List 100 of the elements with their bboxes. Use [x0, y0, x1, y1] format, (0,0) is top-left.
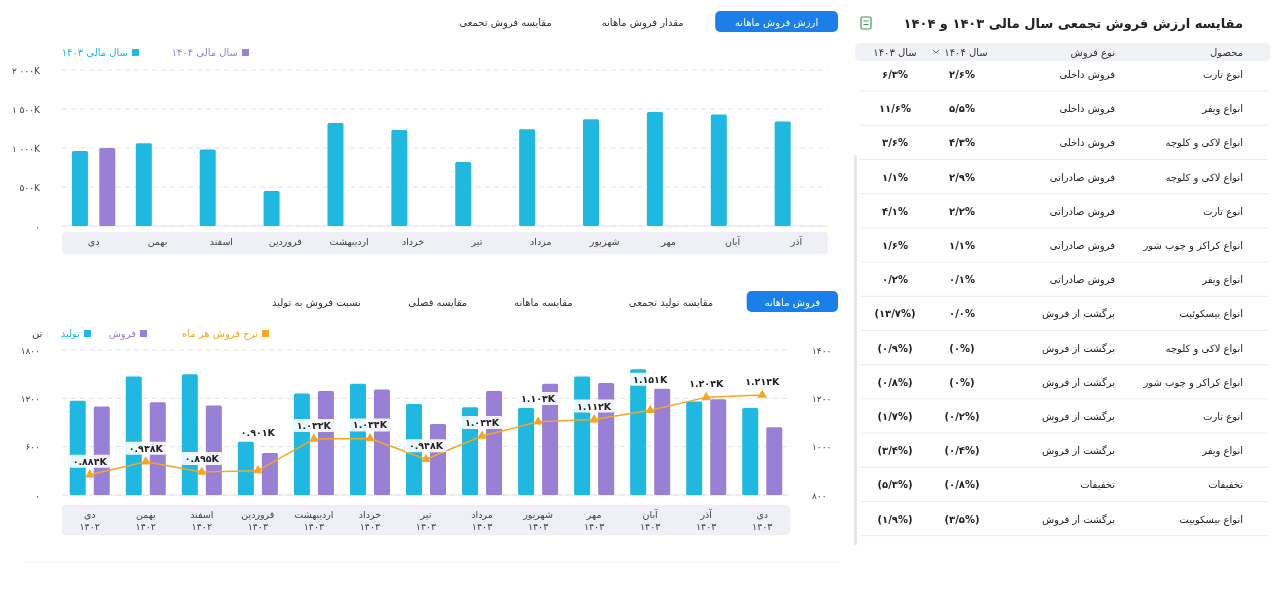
text: انواع بیسکوییت — [1179, 513, 1243, 525]
x-tick-label: آبان ۱۴۰۳ — [639, 508, 661, 532]
y-tick-label: ۰ — [35, 221, 40, 232]
text: برگشت از فروش — [1041, 513, 1115, 525]
x-tick-label: بهمن — [147, 236, 168, 247]
x-tick-label: اسفند ۱۴۰۲ — [190, 509, 214, 532]
y-tick-label: ۱۲۰۰ — [20, 393, 40, 404]
text: ۲/۶% — [949, 69, 975, 80]
point — [645, 404, 655, 413]
text: فروش صادراتی — [1049, 274, 1115, 286]
point — [84, 469, 95, 478]
point — [140, 456, 151, 465]
data-label: ۱.۱۰۳K — [521, 393, 556, 404]
data-label: ۱.۰۳۲K — [296, 419, 332, 431]
bar — [263, 190, 280, 226]
point — [365, 432, 375, 442]
x-tick-label: مرداد — [530, 236, 552, 247]
point — [757, 389, 768, 398]
text: انواع ویفر — [1202, 103, 1243, 115]
text: ۲/۲% — [949, 205, 975, 217]
text: انواع ویفر — [1202, 445, 1243, 457]
data-label: ۰.۹۳۸K — [128, 442, 164, 454]
text: انوع تارت — [1203, 411, 1243, 422]
y-tick-label: ۲ ۰۰۰K — [11, 65, 42, 76]
y-tick-label: ۱ ۵۰۰K — [11, 104, 42, 115]
text: برگشت از فروش — [1041, 445, 1115, 457]
text: (۵/۳%) — [877, 479, 913, 491]
bar — [766, 427, 783, 495]
y-tick-label: ۵۰۰K — [19, 182, 42, 193]
y-tick-label: ۶۰۰ — [25, 442, 40, 453]
x-tick-label: آذر ۱۴۰۳ — [696, 508, 717, 532]
legend-label: سال مالی ۱۴۰۴ — [171, 47, 238, 58]
text: (۰%) — [949, 342, 975, 354]
text: (۰/۹%) — [877, 342, 913, 354]
data-label: ۱.۰۳۴K — [352, 419, 388, 431]
text: انواع ویفر — [1202, 274, 1243, 286]
data-label: ۱.۱۱۲K — [577, 400, 612, 412]
text: (۰/۸%) — [877, 376, 913, 388]
text: مقدار فروش ماهانه — [601, 17, 684, 29]
x-tick-label: خرداد — [401, 236, 425, 247]
category-label: محصول — [1210, 47, 1243, 58]
bar — [519, 129, 536, 226]
y2-tick-label: ۱۰۰۰ — [812, 442, 832, 453]
point — [309, 433, 319, 442]
text: فروش داخلی — [1059, 137, 1115, 149]
bar — [327, 123, 344, 226]
bar — [261, 453, 278, 495]
x-tick-label: خرداد ۱۴۰۳ — [358, 509, 382, 532]
text: (۱/۷%) — [877, 411, 913, 422]
text: برگشت از فروش — [1041, 308, 1115, 320]
bar — [646, 112, 663, 226]
category-label: سال ۱۴۰۳ — [873, 47, 917, 58]
x-tick-label: آذر — [789, 235, 803, 247]
bar — [237, 441, 254, 495]
text: ارزش فروش ماهانه — [735, 17, 819, 29]
x-tick-label: مرداد ۱۴۰۳ — [471, 509, 493, 532]
bar — [455, 162, 472, 226]
text: ۴/۱% — [882, 205, 908, 217]
data-label: ۱.۲۰۴K — [689, 378, 724, 390]
text: ۶/۳% — [882, 69, 908, 80]
bar — [583, 119, 600, 226]
text: ۰/۰% — [949, 308, 975, 320]
y-tick-label: ۱۸۰۰ — [20, 345, 40, 356]
text: انواع لاکی و کلوچه — [1165, 171, 1243, 183]
text: انواع کراکر و چوب شور — [1143, 376, 1243, 388]
text: برگشت از فروش — [1041, 342, 1115, 354]
text: مقایسه فروش تجمعی — [459, 17, 552, 29]
text: انواع بیسکوئیت — [1179, 308, 1243, 320]
bar — [391, 130, 408, 226]
legend-label: تولید — [60, 328, 81, 339]
text: برگشت از فروش — [1041, 376, 1115, 388]
x-tick-label: فروردین — [268, 236, 302, 247]
data-label: ۰.۹۴۸K — [408, 440, 444, 452]
text: انواع لاکی و کلوچه — [1165, 137, 1243, 149]
text: (۰/۸%) — [944, 479, 980, 491]
text: نسبت فروش به تولید — [271, 297, 361, 309]
data-label: ۰.۸۸۴K — [72, 455, 108, 467]
y-tick-label: ۱ ۰۰۰K — [11, 143, 42, 154]
bar — [686, 401, 703, 495]
text: مقایسه تولید تجمعی — [628, 297, 714, 308]
text: انواع کراکر و چوب شور — [1143, 240, 1243, 251]
text: ۱/۱% — [882, 171, 908, 183]
point — [533, 416, 543, 425]
text: انواع لاکی و کلوچه — [1165, 342, 1243, 354]
x-tick-label: مهر ۱۴۰۳ — [583, 509, 605, 532]
point — [589, 414, 599, 423]
x-tick-label: تیر ۱۴۰۳ — [415, 509, 437, 532]
point — [253, 465, 263, 474]
category-label: سال ۱۴۰۴ — [944, 47, 988, 58]
text: فروش صادراتی — [1049, 171, 1115, 183]
bar — [135, 143, 152, 226]
data-label: ۱.۰۴۴K — [464, 417, 500, 429]
data-label: ۱.۲۱۴K — [745, 375, 780, 387]
legend-label: فروش — [108, 328, 137, 340]
bar — [774, 121, 791, 226]
legend-label: سال مالی ۱۴۰۳ — [61, 47, 128, 58]
text: مقایسه فصلی — [408, 297, 468, 308]
x-tick-label: اردیبهشت ۱۴۰۳ — [294, 509, 334, 532]
x-tick-label: تیر — [470, 236, 483, 247]
text: ۰/۱% — [949, 274, 975, 286]
